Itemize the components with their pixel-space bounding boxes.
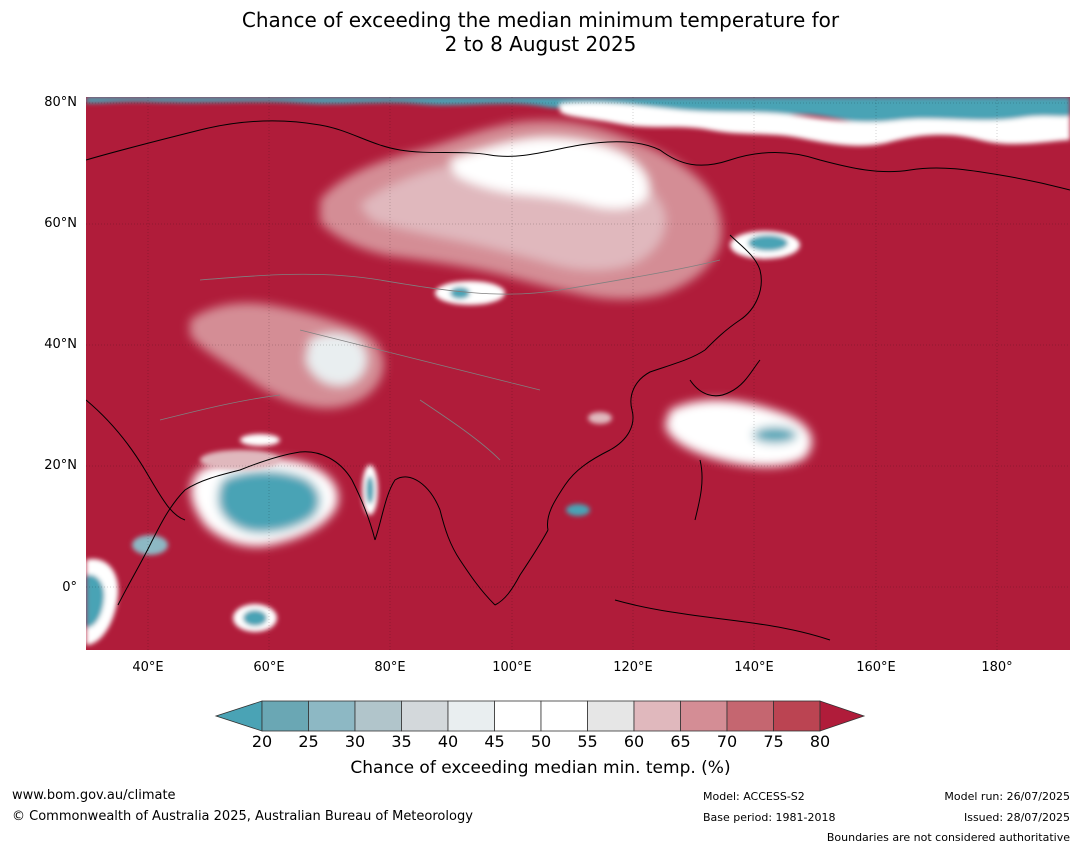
arabian-sea-low-probability <box>190 457 339 547</box>
lat-label-40n: 40°N <box>44 337 77 352</box>
lat-label-0: 0° <box>62 580 77 595</box>
lon-label-80e: 80°E <box>374 660 406 675</box>
colorbar-swatch-60 <box>633 700 681 732</box>
lat-label-80n: 80°N <box>44 95 77 110</box>
colorbar-tick-25: 25 <box>298 732 319 751</box>
colorbar-swatch-55 <box>587 700 635 732</box>
colorbar-tick-70: 70 <box>716 732 738 751</box>
title-line-2: 2 to 8 August 2025 <box>444 32 637 56</box>
arctic-low-probability <box>86 97 1070 146</box>
colorbar-swatch-40 <box>447 700 495 732</box>
lon-label-120e: 120°E <box>613 660 653 675</box>
model-run-date: Model run: 26/07/2025 <box>944 790 1070 803</box>
colorbar-swatch-75 <box>773 700 821 732</box>
boundaries-disclaimer: Boundaries are not considered authoritat… <box>826 831 1070 844</box>
country-borders <box>159 259 721 461</box>
colorbar-tick-45: 45 <box>484 732 505 751</box>
lon-label-60e: 60°E <box>253 660 285 675</box>
website-link[interactable]: www.bom.gov.au/climate <box>12 788 176 803</box>
colorbar-swatch-50 <box>540 700 588 732</box>
indian-ocean-spot <box>233 604 277 632</box>
colorbar-tick-80: 80 <box>809 732 831 751</box>
south-china-sea-spot <box>566 412 612 516</box>
colorbar-arrow-low <box>214 700 263 732</box>
colorbar-tick-20: 20 <box>251 732 273 751</box>
model-name: Model: ACCESS-S2 <box>703 790 805 803</box>
colorbar-tick-55: 55 <box>577 732 598 751</box>
colorbar-tick-75: 75 <box>763 732 784 751</box>
mongolia-spot <box>435 281 505 305</box>
siberia-neutral-region <box>320 120 722 300</box>
pacific-mixed-region <box>665 400 812 467</box>
colorbar-tick-65: 65 <box>670 732 691 751</box>
lat-label-20n: 20°N <box>44 458 77 473</box>
coastlines <box>86 120 1070 641</box>
base-period: Base period: 1981-2018 <box>703 811 836 824</box>
colorbar-swatch-25 <box>308 700 356 732</box>
arabia-patches <box>200 434 378 515</box>
colorbar-swatch-45 <box>494 700 542 732</box>
colorbar-swatch-65 <box>680 700 728 732</box>
colorbar-tick-40: 40 <box>437 732 459 751</box>
title-line-1: Chance of exceeding the median minimum t… <box>241 8 840 32</box>
colorbar-tick-35: 35 <box>391 732 412 751</box>
copyright-text: © Commonwealth of Australia 2025, Austra… <box>12 809 473 824</box>
colorbar-tick-60: 60 <box>623 732 645 751</box>
colorbar-swatch-20 <box>261 700 309 732</box>
colorbar-arrow-high <box>819 700 866 732</box>
colorbar-label: Chance of exceeding median min. temp. (%… <box>350 758 731 778</box>
lon-label-40e: 40°E <box>132 660 164 675</box>
colorbar <box>214 700 866 732</box>
lon-label-160e: 160°E <box>856 660 896 675</box>
lon-label-100e: 100°E <box>492 660 532 675</box>
colorbar-swatch-30 <box>354 700 402 732</box>
colorbar-swatch-35 <box>401 700 449 732</box>
lon-label-140e: 140°E <box>734 660 774 675</box>
central-asia-mixed <box>190 303 384 409</box>
colorbar-tick-50: 50 <box>530 732 552 751</box>
colorbar-swatch-70 <box>726 700 774 732</box>
colorbar-tick-30: 30 <box>344 732 366 751</box>
graticule <box>86 97 1070 650</box>
lon-label-180: 180° <box>981 660 1013 675</box>
issued-date: Issued: 28/07/2025 <box>963 811 1070 824</box>
map-title: Chance of exceeding the median minimum t… <box>0 8 1081 56</box>
lat-label-60n: 60°N <box>44 216 77 231</box>
